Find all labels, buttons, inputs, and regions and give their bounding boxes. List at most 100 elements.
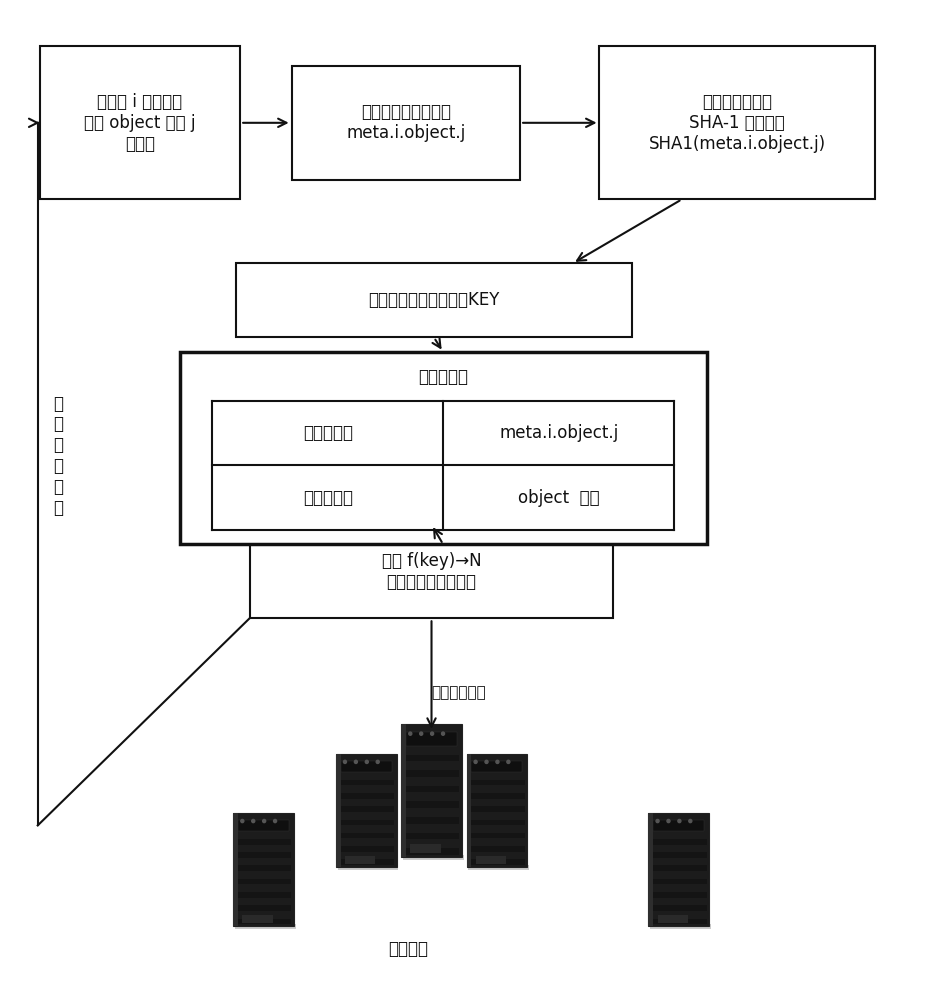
Bar <box>475 856 506 864</box>
Bar <box>341 780 394 785</box>
Bar <box>233 813 294 926</box>
Bar <box>406 794 459 800</box>
Bar <box>341 826 394 832</box>
Bar <box>336 754 397 867</box>
Text: 元数据部分: 元数据部分 <box>303 489 352 507</box>
Circle shape <box>496 760 499 763</box>
Bar <box>250 525 614 618</box>
Bar <box>336 754 341 867</box>
Circle shape <box>354 760 357 763</box>
Bar <box>410 844 440 853</box>
Bar <box>406 732 457 746</box>
Circle shape <box>474 760 477 763</box>
Bar <box>341 839 394 845</box>
Bar <box>406 786 459 792</box>
Bar <box>472 793 525 799</box>
Circle shape <box>366 760 368 763</box>
Bar <box>406 825 459 831</box>
Bar <box>653 846 706 851</box>
Bar <box>472 761 523 772</box>
Bar <box>341 859 394 865</box>
Bar <box>238 905 292 911</box>
Bar <box>238 859 292 864</box>
Bar <box>236 263 633 337</box>
Text: 覆盖方式写入: 覆盖方式写入 <box>432 685 486 700</box>
Bar <box>467 754 527 867</box>
Bar <box>653 912 706 918</box>
Circle shape <box>262 819 266 823</box>
Circle shape <box>409 732 412 735</box>
Bar <box>653 839 706 845</box>
Text: 通过 f(key)→N
找到相应存储服务器: 通过 f(key)→N 找到相应存储服务器 <box>382 552 481 591</box>
Bar <box>180 352 706 544</box>
Bar <box>653 919 706 924</box>
Bar <box>403 855 464 860</box>
Circle shape <box>420 732 422 735</box>
Circle shape <box>485 760 488 763</box>
Bar <box>653 905 706 911</box>
Bar <box>472 780 525 785</box>
Bar <box>242 915 273 923</box>
Bar <box>469 865 529 870</box>
Bar <box>406 840 459 847</box>
Bar <box>341 786 394 792</box>
Circle shape <box>667 819 670 823</box>
Bar <box>649 813 653 926</box>
Bar <box>402 724 406 857</box>
Bar <box>238 832 292 838</box>
Circle shape <box>656 819 659 823</box>
Bar <box>238 839 292 845</box>
Bar <box>406 848 459 855</box>
Bar <box>653 885 706 891</box>
Bar <box>341 800 394 805</box>
Bar <box>406 817 459 824</box>
Bar <box>406 770 459 777</box>
Text: 客户端 i 要写入对
象表 object 的第 j
条记录: 客户端 i 要写入对 象表 object 的第 j 条记录 <box>84 93 196 153</box>
Bar <box>238 846 292 851</box>
Bar <box>472 859 525 865</box>
Circle shape <box>678 819 681 823</box>
Bar <box>341 773 394 779</box>
Bar <box>341 813 394 819</box>
Bar <box>338 865 399 870</box>
Bar <box>657 915 688 923</box>
Bar <box>653 879 706 884</box>
Bar <box>406 762 459 769</box>
Bar <box>341 761 392 772</box>
Bar <box>653 859 706 864</box>
Bar <box>341 820 394 825</box>
Bar <box>472 786 525 792</box>
Bar <box>406 778 459 785</box>
Bar <box>472 826 525 832</box>
Bar <box>472 846 525 852</box>
Bar <box>653 820 705 831</box>
Bar <box>599 46 875 199</box>
Circle shape <box>344 760 347 763</box>
Bar <box>467 754 472 867</box>
Bar <box>653 832 706 838</box>
Circle shape <box>507 760 509 763</box>
Bar <box>238 892 292 898</box>
Bar <box>472 773 525 779</box>
Bar <box>406 801 459 808</box>
Bar <box>341 846 394 852</box>
Bar <box>472 820 525 825</box>
Circle shape <box>274 819 277 823</box>
Bar <box>472 833 525 838</box>
Circle shape <box>441 732 444 735</box>
Bar <box>235 924 295 929</box>
Bar <box>233 813 238 926</box>
Bar <box>238 912 292 918</box>
Bar <box>238 879 292 884</box>
Bar <box>341 833 394 838</box>
Text: object  信息: object 信息 <box>518 489 599 507</box>
Text: 混合数据块: 混合数据块 <box>419 368 468 386</box>
Bar <box>649 813 709 926</box>
Bar <box>238 899 292 904</box>
Bar <box>341 806 394 812</box>
Bar <box>406 755 459 761</box>
Bar <box>341 853 394 858</box>
Bar <box>406 747 459 753</box>
Circle shape <box>688 819 692 823</box>
Bar <box>653 865 706 871</box>
